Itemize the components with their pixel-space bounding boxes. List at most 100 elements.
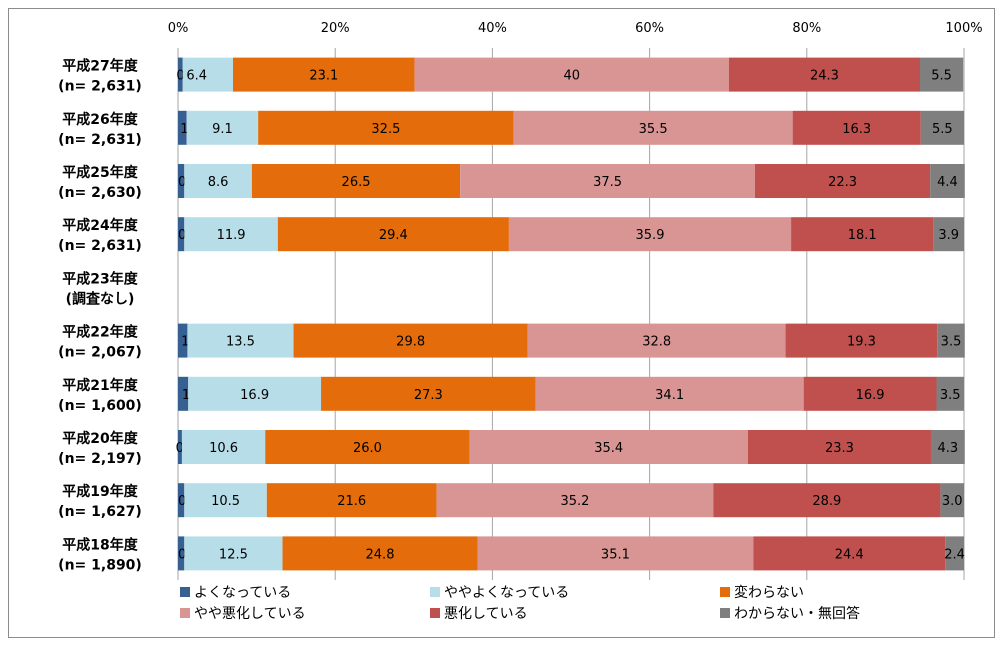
category-label: 平成24年度 — [62, 217, 138, 234]
category-label: 平成26年度 — [62, 111, 138, 128]
legend-label: 変わらない — [734, 584, 804, 601]
bar-segment — [266, 483, 437, 518]
data-label: 32.8 — [642, 335, 671, 350]
bar-segment — [178, 110, 187, 145]
data-label: 10.5 — [211, 494, 240, 509]
bar-segment — [282, 536, 478, 571]
bar-segment — [940, 483, 964, 518]
category-label: 平成20年度 — [62, 430, 138, 447]
category-sample-size: (n= 2,631) — [58, 79, 142, 95]
category-label: 平成19年度 — [62, 483, 138, 500]
category-sample-size: (n= 1,627) — [58, 504, 142, 520]
bar-segment — [414, 57, 729, 92]
data-label: 9.1 — [212, 122, 233, 137]
legend-swatch — [720, 587, 730, 597]
bar-segment — [936, 376, 964, 411]
bar-segment — [182, 57, 234, 92]
data-label: 32.5 — [371, 122, 400, 137]
bar-segment — [178, 536, 185, 571]
bar-segment — [754, 164, 931, 198]
data-label: 3.5 — [941, 335, 962, 350]
data-label: 23.1 — [309, 69, 338, 84]
bar-segment — [919, 57, 964, 92]
bar-segment — [469, 430, 748, 464]
category-sample-size: (n= 1,890) — [58, 557, 142, 573]
x-axis-ticks: 0% 20% 40% 60% 80% 100% — [168, 21, 983, 36]
bar-segment — [178, 164, 185, 198]
data-label: 40 — [564, 69, 581, 84]
data-label: 35.4 — [594, 441, 623, 456]
data-label: 22.3 — [828, 175, 857, 190]
legend-label: わからない・無回答 — [734, 605, 860, 622]
bar-segment — [293, 323, 528, 358]
category-label: 平成21年度 — [62, 377, 138, 394]
category-sample-size: (n= 2,630) — [58, 185, 142, 201]
bars: 0.66.423.14024.35.51.19.132.535.516.35.5… — [176, 57, 965, 571]
data-label: 16.3 — [842, 122, 871, 137]
x-tick-label: 0% — [168, 21, 189, 36]
bar-segment — [785, 323, 938, 358]
data-label: 16.9 — [856, 388, 885, 403]
data-label: 10.6 — [209, 441, 238, 456]
bar-segment — [184, 483, 267, 518]
data-label: 24.8 — [366, 547, 395, 562]
bar-segment — [753, 536, 946, 571]
bar-segment — [178, 323, 188, 358]
data-label: 11.9 — [217, 228, 246, 243]
bar-segment — [251, 164, 461, 198]
data-label: 34.1 — [655, 388, 684, 403]
data-label: 24.3 — [810, 69, 839, 84]
data-label: 21.6 — [337, 494, 366, 509]
data-label: 24.4 — [835, 547, 864, 562]
legend-label: よくなっている — [194, 585, 291, 601]
bar-segment — [258, 110, 514, 145]
data-label: 26.5 — [342, 175, 371, 190]
legend-swatch — [430, 608, 440, 618]
bar-segment — [178, 483, 185, 518]
category-label: 平成18年度 — [62, 536, 138, 553]
category-sample-size: (n= 2,067) — [58, 345, 142, 361]
category-sample-size: (調査なし) — [66, 290, 135, 307]
bar-segment — [713, 483, 941, 518]
category-labels: 平成27年度 (n= 2,631) 平成26年度 (n= 2,631) 平成25年度 (n… — [58, 58, 142, 574]
data-label: 37.5 — [593, 175, 622, 190]
data-label: 35.5 — [639, 122, 668, 137]
data-label: 3.5 — [940, 388, 961, 403]
data-label: 6.4 — [186, 69, 207, 84]
data-label: 4.3 — [938, 441, 959, 456]
legend-label: 悪化している — [444, 606, 528, 622]
bar-segment — [178, 217, 185, 252]
data-label: 5.5 — [931, 69, 952, 84]
bar-segment — [188, 376, 322, 411]
category-label: 平成22年度 — [62, 324, 138, 341]
category-sample-size: (n= 2,631) — [58, 132, 142, 148]
category-label: 平成23年度 — [62, 270, 138, 287]
data-label: 19.3 — [847, 335, 876, 350]
x-tick-label: 40% — [478, 21, 507, 36]
bar-segment — [508, 217, 792, 252]
bar-segment — [321, 376, 536, 411]
bar-segment — [803, 376, 937, 411]
data-label: 26.0 — [353, 441, 382, 456]
data-label: 18.1 — [848, 228, 877, 243]
data-label: 8.6 — [208, 175, 229, 190]
bar-segment — [460, 164, 755, 198]
bar-segment — [920, 110, 964, 145]
legend-swatch — [430, 587, 440, 597]
bar-segment — [477, 536, 754, 571]
legend-label: ややよくなっている — [444, 585, 569, 601]
x-tick-label: 60% — [635, 21, 664, 36]
data-label: 12.5 — [219, 547, 248, 562]
bar-segment — [181, 430, 266, 464]
category-label: 平成27年度 — [62, 58, 138, 75]
bar-segment — [791, 217, 934, 252]
data-label: 35.2 — [560, 494, 589, 509]
bar-segment — [728, 57, 920, 92]
data-label: 3.0 — [942, 494, 963, 509]
category-label: 平成25年度 — [62, 164, 138, 181]
bar-segment — [186, 110, 259, 145]
category-sample-size: (n= 2,197) — [58, 451, 142, 467]
data-label: 13.5 — [226, 335, 255, 350]
data-label: 3.9 — [938, 228, 959, 243]
